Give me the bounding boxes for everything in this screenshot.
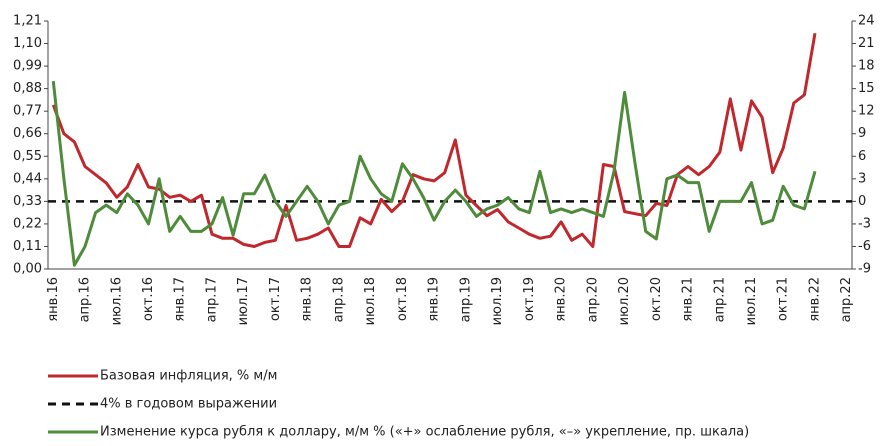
y2-tick-label: -9: [858, 262, 871, 277]
x-tick-label: апр.18: [331, 277, 346, 322]
x-tick-label: июл.16: [109, 277, 124, 325]
y2-tick-label: 15: [858, 81, 875, 96]
x-tick-label: окт.19: [522, 277, 537, 321]
y-tick-label: 0,44: [13, 171, 42, 186]
x-tick-label: янв.20: [554, 277, 569, 322]
x-tick-label: апр.17: [204, 277, 219, 322]
y2-tick-label: 9: [858, 126, 866, 141]
series-line: [51, 80, 817, 267]
x-tick-label: апр.16: [78, 277, 93, 322]
y-tick-label: 0,66: [13, 126, 42, 141]
x-tick-label: июл.18: [363, 277, 378, 325]
x-tick-label: янв.19: [427, 277, 442, 322]
x-tick-label: янв.16: [46, 277, 61, 322]
y2-tick-label: 3: [858, 171, 866, 186]
y2-tick-label: 18: [858, 59, 875, 74]
x-tick-label: окт.18: [395, 277, 410, 321]
x-tick-label: окт.16: [141, 277, 156, 321]
y2-tick-label: 6: [858, 149, 866, 164]
y2-tick-label: 24: [858, 14, 875, 29]
y2-tick-label: -3: [858, 216, 871, 231]
legend-label: Изменение курса рубля к доллару, м/м % (…: [100, 425, 749, 440]
y-tick-label: 0,11: [13, 239, 42, 254]
x-tick-label: июл.21: [744, 277, 759, 325]
x-tick-label: янв.18: [300, 277, 315, 322]
x-tick-label: янв.22: [807, 277, 822, 322]
x-tick-label: апр.22: [839, 277, 854, 322]
y2-tick-label: 12: [858, 104, 875, 119]
legend-label: Базовая инфляция, % м/м: [100, 369, 277, 384]
y-tick-label: 1,10: [13, 36, 42, 51]
y-tick-label: 1,21: [13, 14, 42, 29]
x-tick-label: апр.20: [585, 277, 600, 322]
y-tick-label: 0,22: [13, 216, 42, 231]
y-tick-label: 0,00: [13, 262, 42, 277]
x-tick-label: окт.21: [776, 277, 791, 321]
x-tick-label: окт.17: [268, 277, 283, 321]
x-tick-label: янв.17: [173, 277, 188, 322]
y-tick-label: 0,99: [13, 59, 42, 74]
y-tick-label: 0,33: [13, 194, 42, 209]
y2-tick-label: 21: [858, 36, 875, 51]
y2-tick-label: -6: [858, 239, 871, 254]
y2-tick-label: 0: [858, 194, 866, 209]
y-tick-label: 0,88: [13, 81, 42, 96]
y-tick-label: 0,77: [13, 104, 42, 119]
x-tick-label: июл.17: [236, 277, 251, 325]
x-tick-label: апр.19: [458, 277, 473, 322]
legend-label: 4% в годовом выражении: [100, 397, 277, 412]
series-line: [51, 33, 817, 248]
y-tick-label: 0,55: [13, 149, 42, 164]
x-tick-label: апр.21: [712, 277, 727, 322]
x-tick-label: июл.20: [617, 277, 632, 325]
x-tick-label: янв.21: [681, 277, 696, 322]
x-tick-label: окт.20: [649, 277, 664, 321]
x-tick-label: июл.19: [490, 277, 505, 325]
